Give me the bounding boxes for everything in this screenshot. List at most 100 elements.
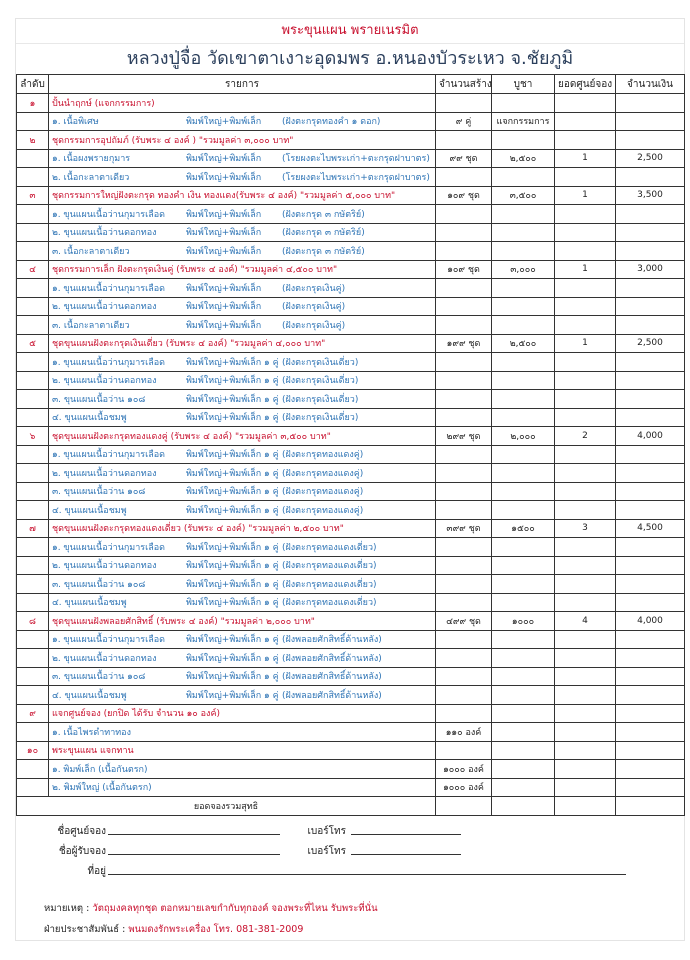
amount-cell: 4,000 (615, 426, 685, 446)
row-number: ๗ (16, 518, 49, 538)
receiver-name-field[interactable] (108, 842, 280, 855)
item-print: พิมพ์ใหญ่+พิมพ์เล็ก (186, 172, 262, 183)
item-description: ๑. เนื้อผงพรายกุมาร พิมพ์ใหญ่+พิมพ์เล็ก (โ… (48, 148, 436, 168)
item-row: ๔. ขุนแผนเนื้อชมพู พิมพ์ใหญ่+พิมพ์เล็ก ๑ … (16, 592, 685, 612)
booked-cell (554, 407, 616, 427)
item-print: พิมพ์ใหญ่+พิมพ์เล็ก ๑ คู่ (186, 487, 279, 498)
item-detail: (ฝังตะกรุดเงินเดี่ยว) (282, 357, 359, 368)
remark-label: หมายเหตุ : (44, 902, 90, 914)
item-name: ๒. ขุนแผนเนื้อว่านดอกทอง (52, 468, 157, 479)
amount-cell (615, 370, 685, 390)
row-number: ๑ (16, 93, 49, 113)
quantity-cell (435, 370, 492, 390)
row-number (16, 407, 49, 427)
column-header: จำนวนสร้าง (435, 74, 492, 94)
category-title: ชุดขุนแผนฝังตะกรุดทองแดงคู่ (รับพระ ๔ อง… (48, 426, 436, 446)
item-row: ๔. ขุนแผนเนื้อชมพู พิมพ์ใหญ่+พิมพ์เล็ก ๑ … (16, 407, 685, 427)
item-description: ๑. ขุนแผนเนื้อว่านกุมารเลือด พิมพ์ใหญ่+พิ… (48, 278, 436, 298)
item-detail: (ฝังตะกรุดทองแดงเดี่ยว) (282, 542, 377, 553)
price-cell (491, 592, 555, 612)
item-name: ๒. ขุนแผนเนื้อว่านดอกทอง (52, 376, 157, 387)
quantity-cell (435, 481, 492, 501)
category-row: ๗ชุดขุนแผนฝังตะกรุดทองแดงเดี่ยว (รับพระ … (16, 518, 685, 538)
row-number (16, 759, 49, 779)
booked-cell (554, 740, 616, 760)
price-cell (491, 167, 555, 187)
item-name: ๑. ขุนแผนเนื้อว่านกุมารเลือด (52, 542, 165, 553)
item-detail: (ฝังตะกรุดทองแดงคู่) (282, 468, 364, 479)
category-row: ๘ชุดขุนแผนฝังพลอยศักสิทธิ์ (รับพระ ๔ องค… (16, 611, 685, 631)
booked-cell (554, 592, 616, 612)
item-description: ๔. ขุนแผนเนื้อชมพู พิมพ์ใหญ่+พิมพ์เล็ก ๑ … (48, 685, 436, 705)
row-number (16, 777, 49, 797)
price-cell (491, 537, 555, 557)
quantity-cell (435, 222, 492, 242)
item-print: พิมพ์ใหญ่+พิมพ์เล็ก ๑ คู่ (186, 598, 279, 609)
price-cell (491, 93, 555, 113)
phone1-field[interactable] (351, 822, 461, 835)
row-number (16, 148, 49, 168)
center-name-label: ชื่อศูนย์จอง (57, 825, 106, 837)
address-field[interactable] (108, 862, 626, 875)
item-print: พิมพ์ใหญ่+พิมพ์เล็ก ๑ คู่ (186, 542, 279, 553)
amount-cell: 3,500 (615, 185, 685, 205)
row-number (16, 278, 49, 298)
booked-cell (554, 574, 616, 594)
booked-cell: 1 (554, 185, 616, 205)
amount-cell (615, 278, 685, 298)
item-row: ๓. ขุนแผนเนื้อว่าน ๑๐๘ พิมพ์ใหญ่+พิมพ์เล็… (16, 389, 685, 409)
amount-cell: 2,500 (615, 333, 685, 353)
item-detail: (ฝังตะกรุดเงินคู่) (282, 320, 346, 331)
quantity-cell: ๑๐๙ ชุด (435, 259, 492, 279)
booked-cell (554, 352, 616, 372)
item-detail: (ฝังตะกรุดทองแดงคู่) (282, 487, 364, 498)
booked-cell (554, 111, 616, 131)
item-detail: (ฝังตะกรุดเงินเดี่ยว) (282, 376, 359, 387)
item-row: ๔. ขุนแผนเนื้อชมพู พิมพ์ใหญ่+พิมพ์เล็ก ๑ … (16, 500, 685, 520)
row-number (16, 389, 49, 409)
quantity-cell (435, 629, 492, 649)
column-header: จำนวนเงิน (615, 74, 685, 94)
item-detail: (ฝังตะกรุดทองแดงเดี่ยว) (282, 561, 377, 572)
amount-cell: 4,500 (615, 518, 685, 538)
amount-cell (615, 592, 685, 612)
item-row: ๓. ขุนแผนเนื้อว่าน ๑๐๘ พิมพ์ใหญ่+พิมพ์เล็… (16, 574, 685, 594)
row-number (16, 666, 49, 686)
item-print: พิมพ์ใหญ่+พิมพ์เล็ก ๑ คู่ (186, 357, 279, 368)
item-name: ๑. เนื้อพิเศษ (52, 117, 99, 128)
item-description: ๒. ขุนแผนเนื้อว่านดอกทอง พิมพ์ใหญ่+พิมพ์เ… (48, 370, 436, 390)
booked-cell (554, 777, 616, 797)
quantity-cell: ๙๙ ชุด (435, 148, 492, 168)
row-number (16, 222, 49, 242)
quantity-cell (435, 407, 492, 427)
price-cell: ๑๕๐๐ (491, 518, 555, 538)
price-cell (491, 370, 555, 390)
category-title: ชุดกรรมการเล็ก ฝังตะกรุดเงินคู่ (รับพระ … (48, 259, 436, 279)
booked-cell (554, 241, 616, 261)
row-number (16, 241, 49, 261)
booked-cell (554, 296, 616, 316)
item-row: ๑. ขุนแผนเนื้อว่านกุมารเลือด พิมพ์ใหญ่+พิ… (16, 204, 685, 224)
booked-cell (554, 629, 616, 649)
center-name-field[interactable] (108, 822, 280, 835)
phone2-field[interactable] (351, 842, 461, 855)
column-header: ลำดับ (16, 74, 49, 94)
booked-cell (554, 722, 616, 742)
booked-cell: 1 (554, 148, 616, 168)
item-row: ๑. พิมพ์เล็ก (เนื้อกันตรก) ๑๐๐๐ องค์ (16, 759, 685, 779)
item-print: พิมพ์ใหญ่+พิมพ์เล็ก (186, 209, 262, 220)
row-number: ๔ (16, 259, 49, 279)
row-number: ๓ (16, 185, 49, 205)
item-detail: (ฝังตะกรุดทองแดงเดี่ยว) (282, 579, 377, 590)
row-number (16, 204, 49, 224)
amount-cell (615, 296, 685, 316)
booked-cell (554, 481, 616, 501)
amount-cell (615, 759, 685, 779)
item-description: ๒. ขุนแผนเนื้อว่านดอกทอง พิมพ์ใหญ่+พิมพ์เ… (48, 555, 436, 575)
item-description: ๑. ขุนแผนเนื้อว่านกุมารเลือด พิมพ์ใหญ่+พิ… (48, 537, 436, 557)
item-description: ๓. เนื้อกะลาตาเดียว พิมพ์ใหญ่+พิมพ์เล็ก (ฝ… (48, 315, 436, 335)
total-row: ยอดจองรวมสุทธิ (16, 796, 685, 816)
quantity-cell (435, 574, 492, 594)
amount-cell (615, 111, 685, 131)
booked-cell (554, 93, 616, 113)
